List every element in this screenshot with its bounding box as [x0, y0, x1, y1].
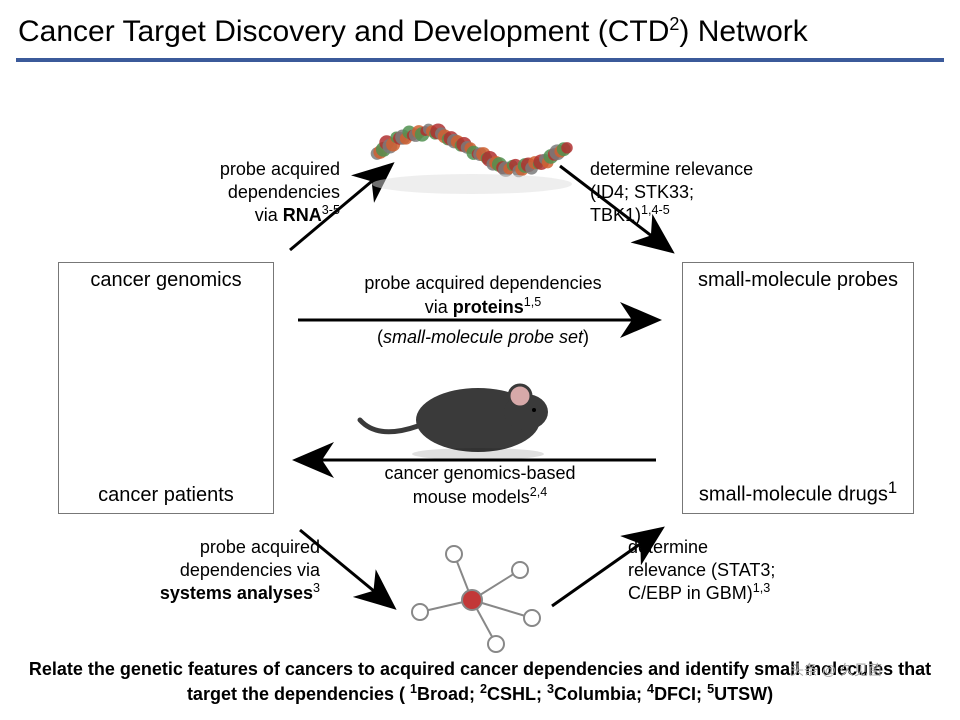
small-molecule-drugs-label: small-molecule drugs1 [683, 478, 913, 507]
label-probe-set: (small-molecule probe set) [318, 326, 648, 349]
label-rna: probe acquireddependenciesvia RNA3-5 [130, 158, 340, 227]
label-relevance-top: determine relevance(ID4; STK33;TBK1)1,4-… [590, 158, 820, 227]
label-systems: probe acquireddependencies viasystems an… [110, 536, 320, 605]
cancer-patients-label: cancer patients [59, 484, 273, 507]
label-relevance-bottom: determinerelevance (STAT3;C/EBP in GBM)1… [628, 536, 848, 605]
label-proteins: probe acquired dependenciesvia proteins1… [318, 272, 648, 318]
cancer-genomics-box: cancer genomics cancer patients [58, 262, 274, 514]
mouse-graphic [360, 385, 548, 460]
dna-ribbon-graphic [371, 124, 573, 194]
network-graphic [412, 546, 540, 652]
cancer-genomics-label: cancer genomics [59, 269, 273, 292]
watermark: 头条 @ 久见菌 [790, 660, 882, 680]
label-mouse-models: cancer genomics-basedmouse models2,4 [330, 462, 630, 508]
small-molecule-box: small-molecule probes small-molecule dru… [682, 262, 914, 514]
small-molecule-probes-label: small-molecule probes [683, 269, 913, 292]
